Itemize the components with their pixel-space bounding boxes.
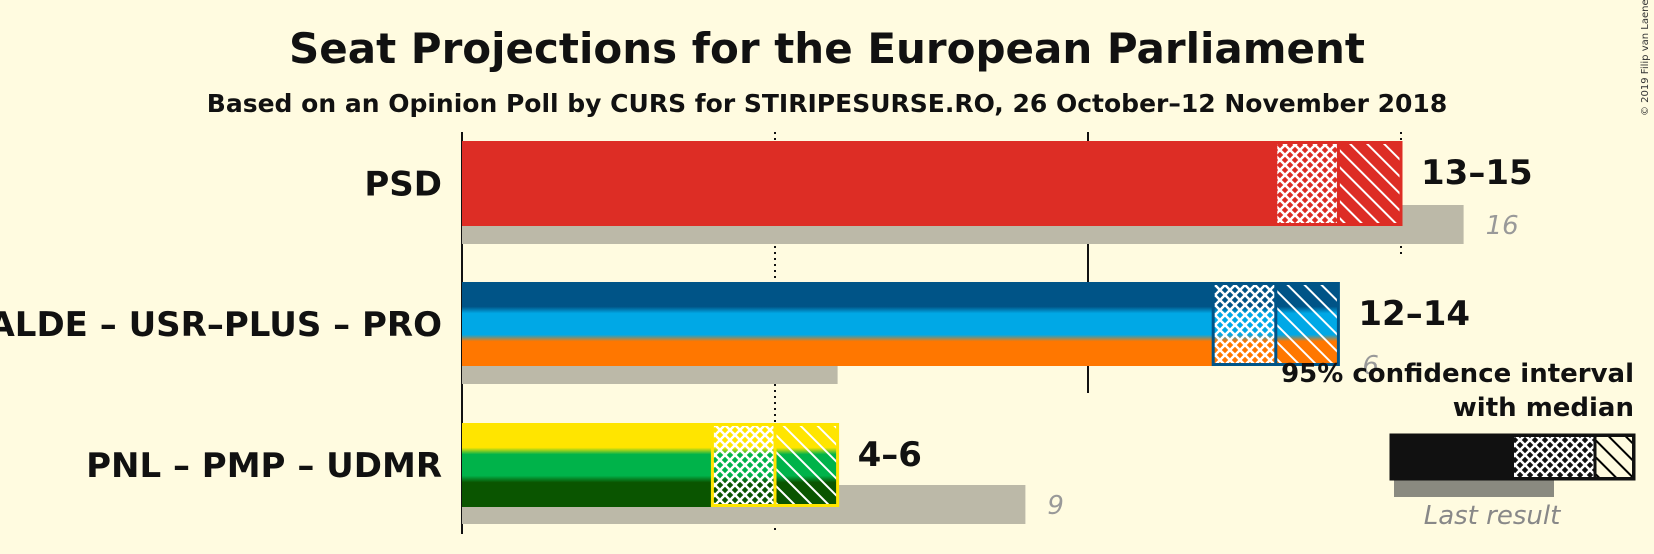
party-label: PSD: [364, 165, 442, 205]
ci-lower-hatch: [712, 423, 775, 507]
range-label: 4–6: [858, 435, 922, 475]
legend-ci-label-line1: 95% confidence interval: [1281, 359, 1634, 389]
last-result-label: 6: [1362, 351, 1379, 381]
party-label: ALDE – USR–PLUS – PRO: [0, 305, 442, 345]
party-label: PNL – PMP – UDMR: [86, 446, 442, 486]
legend-ci-label-line2: with median: [1453, 393, 1634, 423]
party-row: PSD 13–15 16: [364, 141, 1533, 244]
legend-ci-crosshatch: [1514, 437, 1594, 477]
projection-bar: [462, 282, 1339, 366]
range-label: 13–15: [1421, 153, 1533, 193]
ci-upper-hatch: [1338, 141, 1401, 226]
bars-group: PSD 13–15 16 ALDE – USR–PLUS – PRO 12–14 6 PNL…: [0, 141, 1533, 524]
last-result-label: 9: [1047, 491, 1064, 521]
range-label: 12–14: [1358, 294, 1470, 334]
chart-subtitle: Based on an Opinion Poll by CURS for STI…: [207, 89, 1447, 118]
ci-lower-hatch: [1275, 141, 1339, 226]
last-result-label: 16: [1486, 211, 1519, 241]
legend-last-result-label: Last result: [1424, 501, 1561, 531]
party-row: ALDE – USR–PLUS – PRO 12–14 6: [0, 282, 1470, 384]
legend-ci-outline: [1389, 433, 1636, 481]
legend: 95% confidence interval with median Last…: [1281, 359, 1636, 531]
legend-ci-diaghatch-lines: [1596, 437, 1632, 477]
party-row: PNL – PMP – UDMR 4–6 9: [86, 423, 1064, 524]
credit-text: © 2019 Filip van Laenen: [1640, 0, 1651, 116]
ci-upper-hatch: [775, 423, 838, 507]
ci-lower-hatch: [1213, 282, 1276, 366]
chart-title: Seat Projections for the European Parlia…: [289, 24, 1365, 73]
ci-upper-hatch: [1275, 282, 1339, 366]
projection-bar: [462, 141, 1401, 226]
